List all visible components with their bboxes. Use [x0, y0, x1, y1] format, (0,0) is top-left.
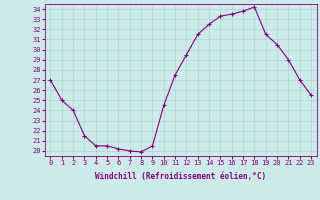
X-axis label: Windchill (Refroidissement éolien,°C): Windchill (Refroidissement éolien,°C) — [95, 172, 266, 181]
